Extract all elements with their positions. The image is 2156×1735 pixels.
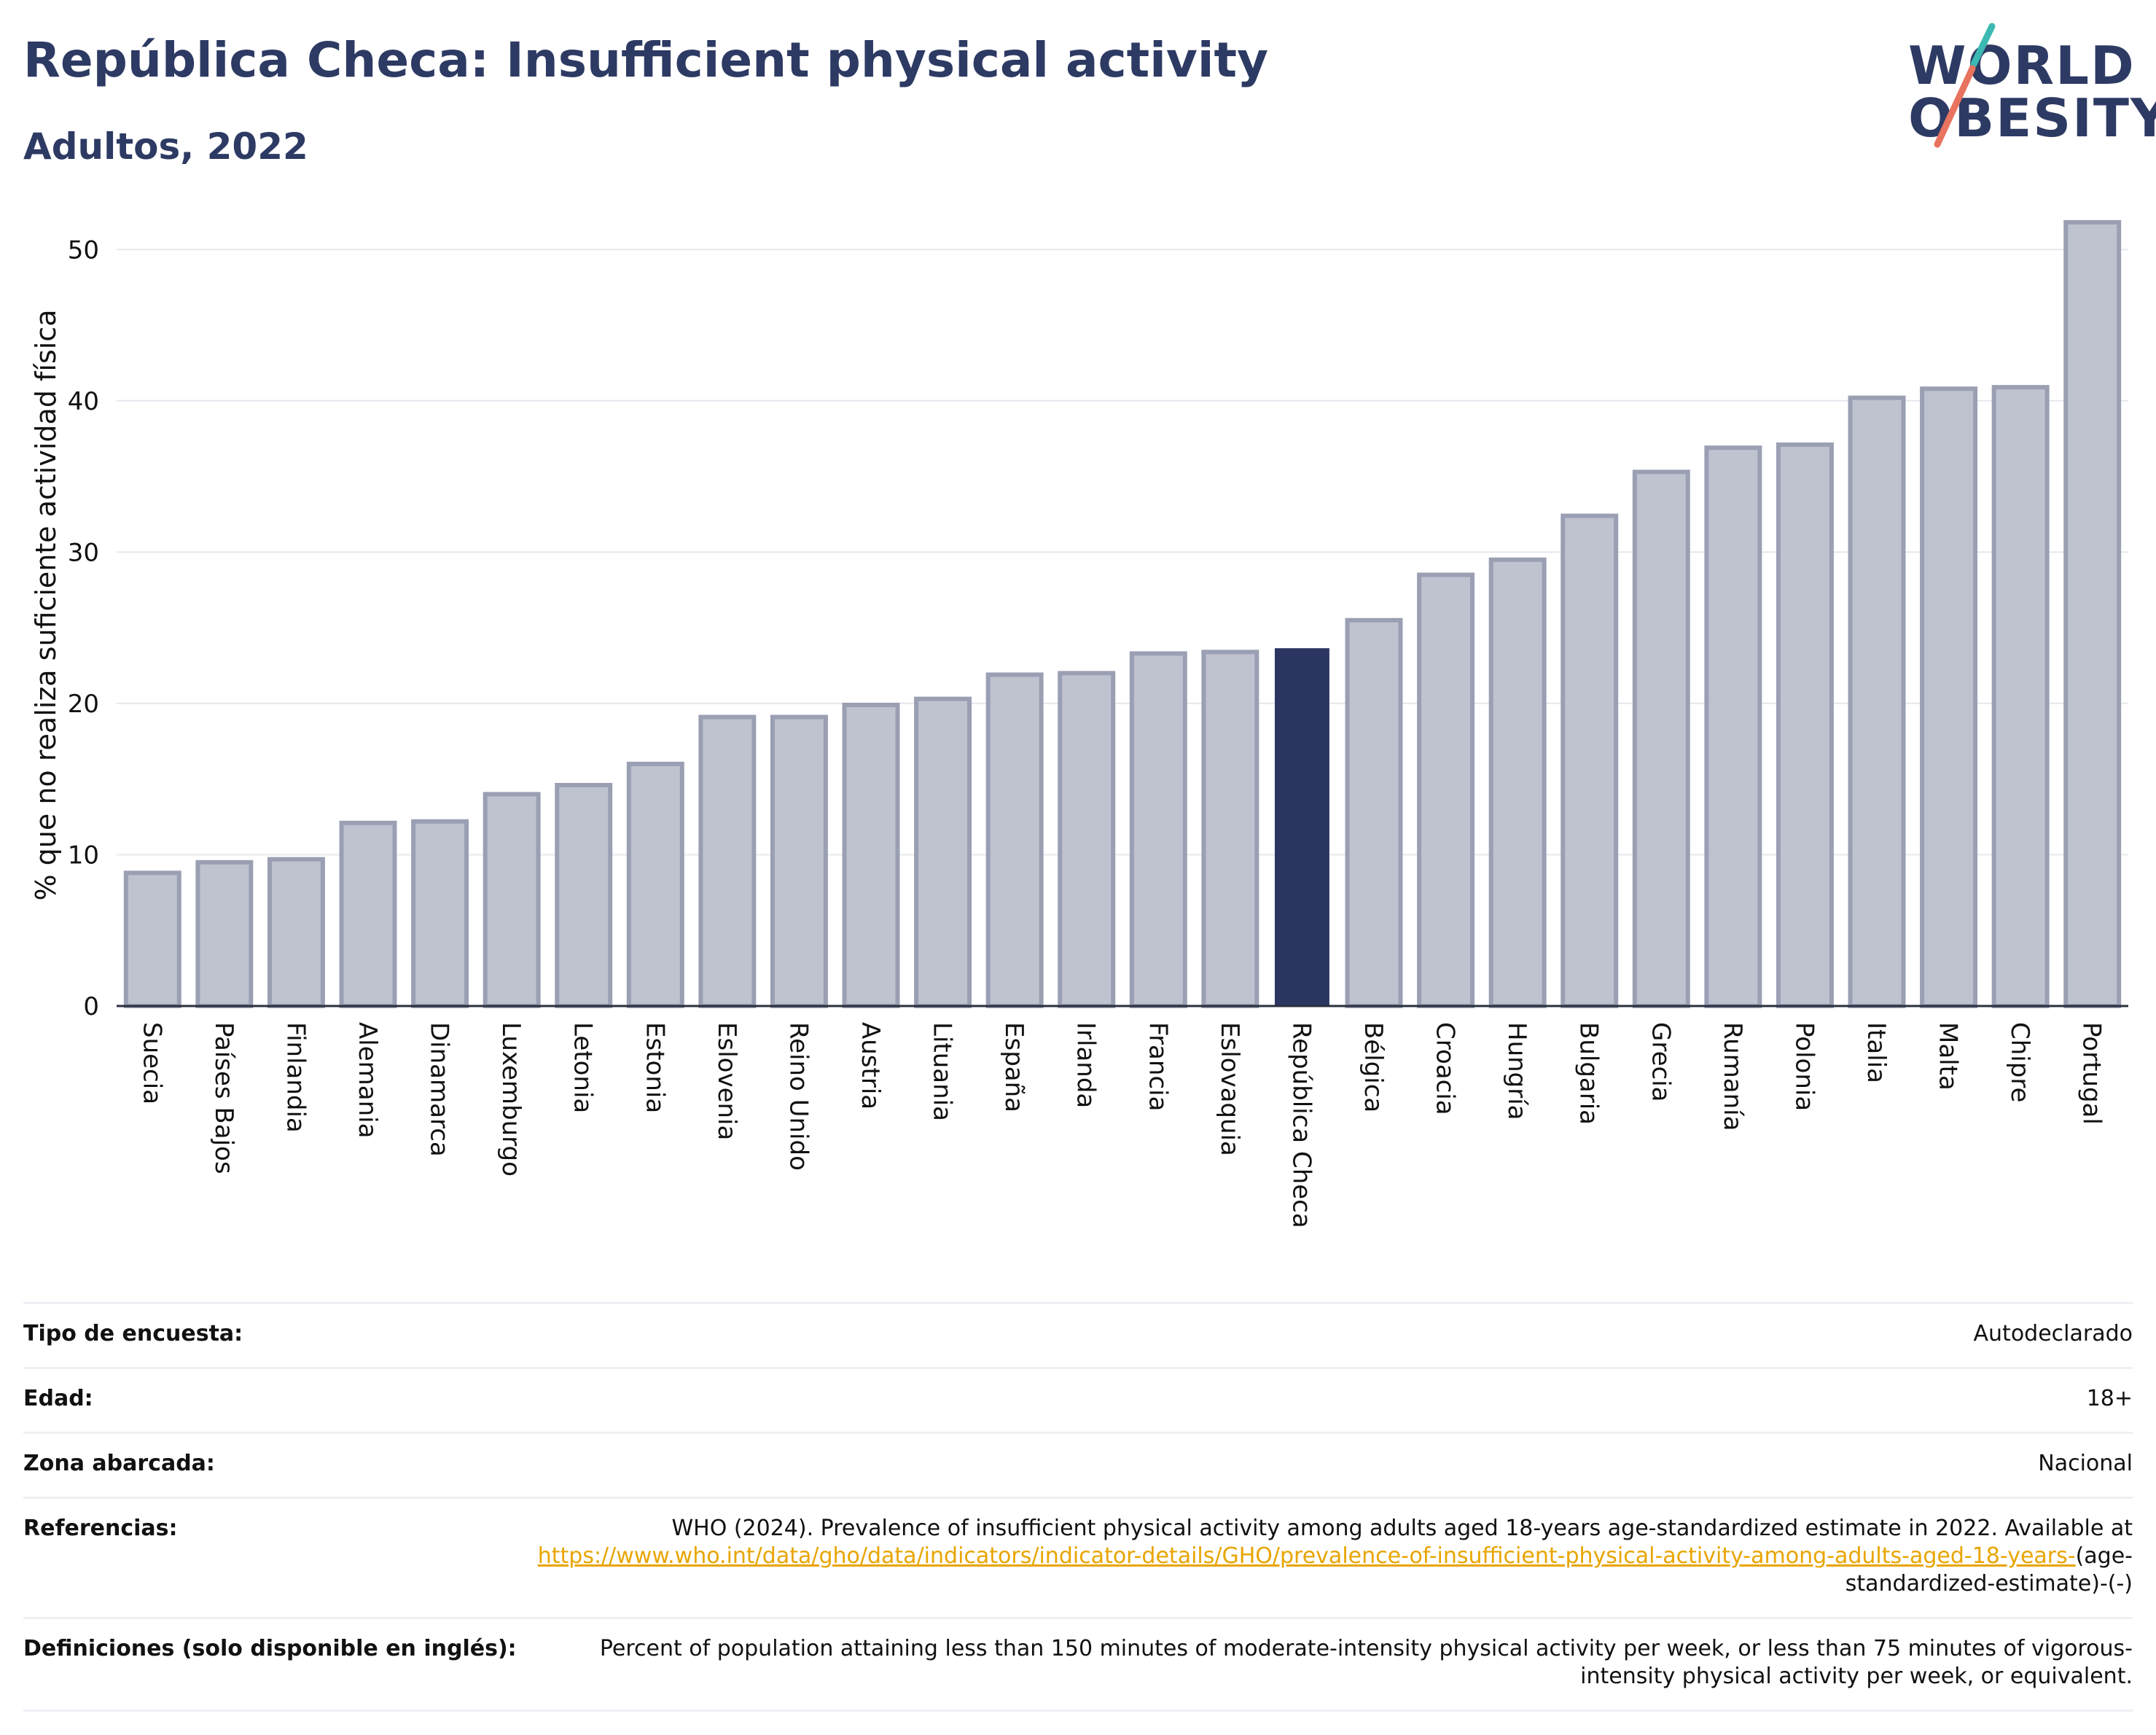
bar — [770, 714, 828, 1008]
x-tick-label: Eslovaquia — [1215, 1022, 1244, 1156]
bar — [698, 714, 757, 1008]
info-row-definitions: Definiciones (solo disponible en inglés)… — [23, 1617, 2133, 1712]
info-value: Nacional — [2038, 1451, 2133, 1476]
bar — [1848, 395, 1906, 1008]
bar — [914, 696, 972, 1008]
bar — [1561, 513, 1619, 1008]
world-obesity-logo: WORLD OBESITY — [1894, 20, 2156, 152]
info-value: 18+ — [2086, 1386, 2133, 1411]
bar — [1201, 650, 1259, 1008]
x-tick-label: República Checa — [1286, 1022, 1316, 1228]
x-tick-label: Austria — [856, 1022, 885, 1110]
x-tick-label: Bélgica — [1359, 1022, 1388, 1112]
info-value: WHO (2024). Prevalence of insufficient p… — [500, 1515, 2133, 1598]
bar — [1058, 671, 1116, 1008]
logo-slash-icon — [1934, 23, 1996, 148]
x-tick-label: Italia — [1862, 1022, 1891, 1083]
info-table: Tipo de encuesta: Autodeclarado Edad: 18… — [23, 1302, 2133, 1712]
page-title: República Checa: Insufficient physical a… — [23, 32, 1269, 88]
bar — [1920, 386, 1978, 1009]
x-tick-label: Eslovenia — [712, 1022, 741, 1140]
x-tick-label: Chipre — [2005, 1022, 2034, 1102]
x-tick-label: Estonia — [640, 1022, 669, 1113]
bar-chart-svg: 0 10 20 30 40 50 % que no realiza suficiente a… — [30, 219, 2128, 1228]
y-tick-label: 0 — [83, 992, 99, 1021]
bar — [123, 870, 181, 1009]
bar — [267, 857, 325, 1009]
y-tick-label: 20 — [68, 690, 99, 719]
bar — [626, 761, 684, 1008]
y-tick-label: 10 — [68, 841, 99, 870]
bar — [1991, 385, 2050, 1008]
x-tick-label: Francia — [1143, 1022, 1172, 1111]
info-label: Edad: — [23, 1386, 93, 1411]
bar — [1417, 572, 1475, 1008]
x-tick-label: Dinamarca — [425, 1022, 454, 1157]
reference-link[interactable]: https://www.who.int/data/gho/data/indica… — [537, 1543, 2076, 1569]
info-row-age: Edad: 18+ — [23, 1367, 2133, 1432]
bar — [985, 672, 1044, 1008]
bar — [842, 702, 900, 1008]
y-tick-label: 50 — [68, 235, 99, 265]
info-row-area: Zona abarcada: Nacional — [23, 1432, 2133, 1497]
bar-chart: 0 10 20 30 40 50 % que no realiza suficiente a… — [0, 175, 2156, 1283]
bar — [195, 859, 254, 1009]
info-row-references: Referencias: WHO (2024). Prevalence of i… — [23, 1497, 2133, 1617]
bar — [1704, 445, 1762, 1008]
x-tick-label: Países Bajos — [209, 1022, 238, 1174]
bar — [411, 819, 469, 1009]
info-label: Definiciones (solo disponible en inglés)… — [23, 1636, 517, 1661]
bar — [555, 782, 613, 1008]
bar — [483, 792, 541, 1008]
x-tick-label: Grecia — [1646, 1022, 1675, 1102]
x-tick-label: Portugal — [2077, 1022, 2106, 1125]
x-tick-label: Croacia — [1431, 1022, 1460, 1115]
bar — [1776, 442, 1834, 1008]
bar — [1632, 469, 1690, 1008]
x-tick-label: Finlandia — [281, 1022, 310, 1133]
y-axis-label: % que no realiza suficiente actividad fí… — [30, 310, 62, 901]
info-label: Tipo de encuesta: — [23, 1321, 243, 1346]
bar — [1274, 648, 1329, 1007]
info-value: Autodeclarado — [1973, 1321, 2133, 1346]
info-row-survey-type: Tipo de encuesta: Autodeclarado — [23, 1302, 2133, 1367]
reference-text: WHO (2024). Prevalence of insufficient p… — [671, 1516, 2133, 1541]
x-tick-label: Polonia — [1789, 1022, 1819, 1111]
x-tick-label: Alemania — [353, 1022, 382, 1138]
reference-suffix: (age-standardized-estimate)-(-) — [1845, 1543, 2133, 1596]
bar — [1488, 557, 1547, 1008]
x-tick-label: Hungría — [1502, 1022, 1531, 1120]
info-label: Referencias: — [23, 1516, 178, 1541]
info-value: Percent of population attaining less tha… — [599, 1636, 2133, 1689]
y-tick-label: 30 — [68, 538, 99, 567]
bar — [1345, 617, 1403, 1008]
x-tick-label: Reino Unido — [784, 1022, 813, 1171]
x-tick-label: Rumanía — [1718, 1022, 1747, 1131]
x-tick-label: Suecia — [137, 1022, 166, 1104]
x-tick-label: Malta — [1934, 1022, 1963, 1091]
logo-word-world: WORLD — [1908, 35, 2136, 96]
x-tick-label: España — [999, 1022, 1028, 1112]
x-tick-label: Luxemburgo — [496, 1022, 526, 1177]
bar — [339, 820, 397, 1008]
x-tick-label: Bulgaria — [1574, 1022, 1604, 1125]
x-tick-label: Irlanda — [1071, 1022, 1101, 1108]
bar — [1129, 651, 1187, 1008]
x-tick-label: Lituania — [928, 1022, 957, 1121]
page-subtitle: Adultos, 2022 — [23, 125, 308, 168]
info-label: Zona abarcada: — [23, 1451, 215, 1476]
y-tick-label: 40 — [68, 387, 99, 416]
bar — [2063, 219, 2122, 1009]
x-tick-label: Letonia — [569, 1022, 598, 1113]
